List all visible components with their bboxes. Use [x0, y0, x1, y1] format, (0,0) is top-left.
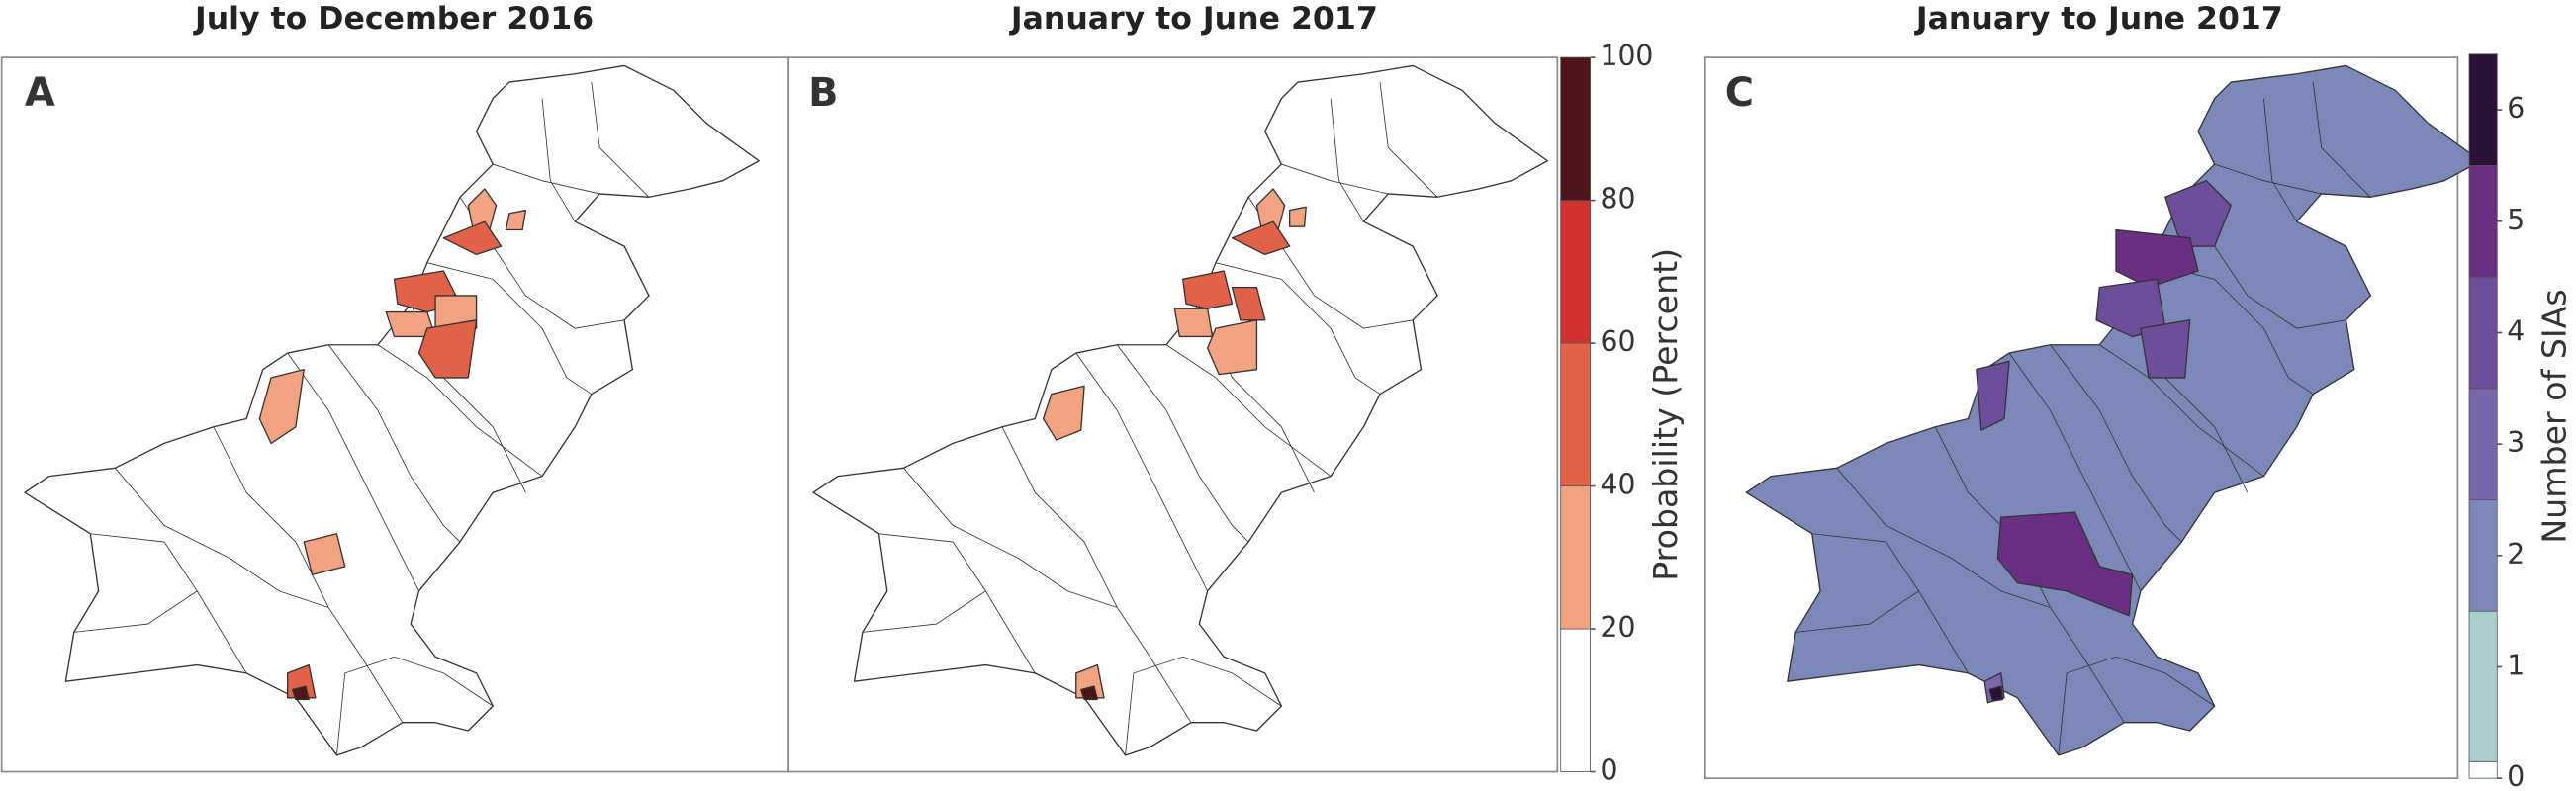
panel-letter: B [808, 70, 838, 116]
tick-label: 4 [2507, 314, 2525, 347]
tick-label: 1 [2507, 649, 2525, 681]
tick-label: 6 [2507, 92, 2525, 125]
country-outline [1745, 64, 2482, 756]
panel-title: July to December 2016 [193, 1, 594, 37]
panel-title: January to June 2017 [1914, 1, 2283, 37]
colorbar-label: Probability (Percent) [1646, 248, 1685, 581]
labels-and-colorbars: July to December 2016 A January to June 20… [25, 1, 2574, 791]
tick-label: 3 [2507, 426, 2525, 459]
colorbar-label: Number of SIAs [2535, 289, 2574, 543]
panel-title: January to June 2017 [1009, 1, 1378, 37]
highlighted-districts [1976, 180, 2232, 704]
tick-label: 60 [1601, 325, 1636, 358]
tick-label: 2 [2507, 538, 2525, 571]
tick-label: 100 [1601, 40, 1654, 72]
panel-frame [787, 56, 1559, 773]
panel-letter: C [1725, 70, 1754, 116]
colorbar-segment [2468, 760, 2498, 779]
country-outline [24, 64, 761, 756]
panel-letter: A [25, 70, 55, 116]
map-a [24, 64, 761, 756]
colorbar-segment [1560, 56, 1591, 202]
map-c [1745, 64, 2482, 756]
panel-frame [1703, 56, 2459, 780]
map-b [812, 64, 1549, 756]
highlighted-districts [1042, 188, 1307, 701]
tick-label: 20 [1601, 611, 1636, 644]
tick-label: 5 [2507, 204, 2525, 236]
highlighted-districts [258, 188, 527, 701]
tick-label: 80 [1601, 183, 1636, 216]
tick-label: 0 [1601, 754, 1618, 787]
colorbar-segment [2468, 610, 2498, 762]
colorbar-segment [1560, 485, 1591, 630]
colorbar-segment [1560, 628, 1591, 772]
colorbar-segment [2468, 499, 2498, 612]
colorbar-segment [1560, 342, 1591, 486]
colorbar-segment [1560, 200, 1591, 344]
colorbar-segment [2468, 276, 2498, 390]
colorbar-segment [2468, 53, 2498, 166]
colorbar-segment [2468, 388, 2498, 500]
colorbar-segment [2468, 165, 2498, 278]
tick-label: 0 [2507, 760, 2525, 791]
tick-label: 40 [1601, 469, 1636, 501]
country-outline [812, 64, 1549, 756]
